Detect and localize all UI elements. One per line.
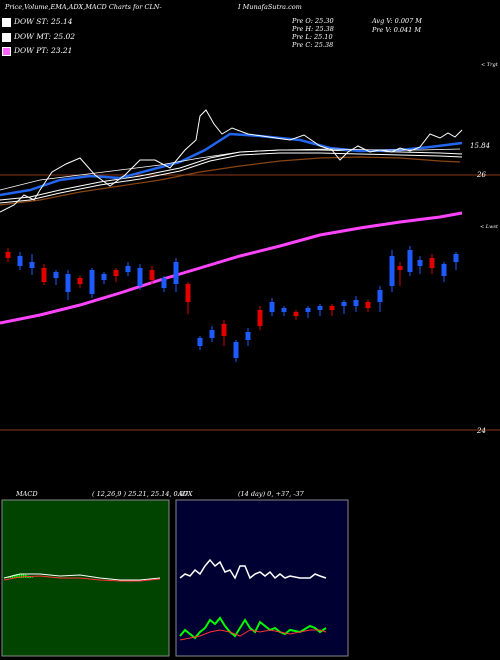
adx-background (175, 499, 349, 657)
ema-long-line (0, 156, 461, 206)
candle-body (417, 260, 423, 266)
prev-close: Pre C: 25.38 (292, 41, 334, 49)
ema-white-line-2 (0, 152, 463, 204)
candle-body (377, 290, 383, 302)
legend-label: DOW MT: 25.02 (14, 32, 76, 41)
candle-body (173, 262, 179, 284)
candle-body (5, 252, 11, 258)
candle-body (161, 278, 167, 288)
legend-dow-st: DOW ST: 25.14 (2, 17, 73, 27)
candle-body (233, 342, 239, 358)
candle-body (429, 258, 435, 268)
prev-high: Pre H: 25.38 (292, 25, 334, 33)
candle-body (305, 308, 311, 312)
ema-blue-line (0, 132, 463, 197)
adx-line (179, 558, 327, 580)
candle-body (149, 270, 155, 280)
macd-label: MACD (16, 490, 38, 498)
candle-body (281, 308, 287, 312)
candle-body (317, 306, 323, 310)
macd-background (1, 499, 170, 657)
legend-swatch (2, 17, 11, 27)
price-annotation-2: 26 (477, 171, 486, 179)
candle-body (101, 274, 107, 280)
candle-body (29, 262, 35, 268)
candle-body (197, 338, 203, 346)
legend-swatch (2, 32, 11, 42)
candle-body (125, 266, 131, 272)
legend-label: DOW ST: 25.14 (14, 17, 73, 26)
price-panel (0, 109, 500, 431)
candle-body (365, 302, 371, 308)
candle-body (397, 266, 403, 270)
candle-body (245, 332, 251, 340)
candle-body (407, 250, 413, 272)
prev-volume: Pre V: 0.041 M (372, 26, 422, 34)
candle-body (293, 312, 299, 316)
candle-body (209, 330, 215, 338)
adx-label: ADX (178, 490, 193, 498)
adx-params: (14 day) 0, +37, -37 (238, 490, 304, 498)
candle-body (453, 254, 459, 262)
candle-body (341, 302, 347, 306)
price-annotation-1: 15.84 (470, 142, 491, 150)
candle-body (257, 310, 263, 326)
price-close-line (0, 109, 463, 213)
candle-body (65, 274, 71, 292)
candle-body (329, 306, 335, 310)
lower-label: < Lwst (480, 224, 498, 230)
dow-pt-line (0, 211, 463, 325)
candlesticks (5, 246, 459, 362)
minus-di-line (179, 629, 327, 641)
legend-dow-mt: DOW MT: 25.02 (2, 32, 75, 42)
candle-body (353, 300, 359, 306)
site-title: I MunafaSutra.com (238, 3, 302, 11)
candle-body (113, 270, 119, 276)
legend-swatch (2, 46, 11, 56)
ema-short-line (0, 148, 461, 191)
candle-body (41, 268, 47, 282)
candle-body (137, 268, 143, 286)
prev-open: Pre O: 25.30 (292, 17, 334, 25)
macd-signal-line (3, 575, 161, 582)
candle-body (389, 256, 395, 286)
plus-di-line (179, 616, 327, 640)
legend-label: DOW PT: 23.21 (14, 46, 73, 55)
price-annotation-3: 24 (477, 427, 486, 435)
legend-dow-pt: DOW PT: 23.21 (2, 46, 72, 56)
macd-line (3, 573, 161, 581)
avg-volume: Avg V: 0.007 M (372, 17, 422, 25)
prev-low: Pre L: 25.10 (292, 33, 333, 41)
candle-body (221, 324, 227, 336)
macd-params: ( 12,26,9 ) 25.21, 25.14, 0.07 (92, 490, 189, 498)
adx-panel (175, 499, 349, 657)
candle-body (269, 302, 275, 312)
candle-body (185, 284, 191, 302)
candle-body (17, 256, 23, 266)
chart-title: Price,Volume,EMA,ADX,MACD Charts for CLN… (5, 3, 162, 11)
macd-panel (1, 499, 170, 657)
candle-body (441, 264, 447, 276)
candle-body (53, 272, 59, 278)
upper-label: < Trgt (481, 62, 498, 68)
candle-body (77, 278, 83, 284)
candle-body (89, 270, 95, 294)
